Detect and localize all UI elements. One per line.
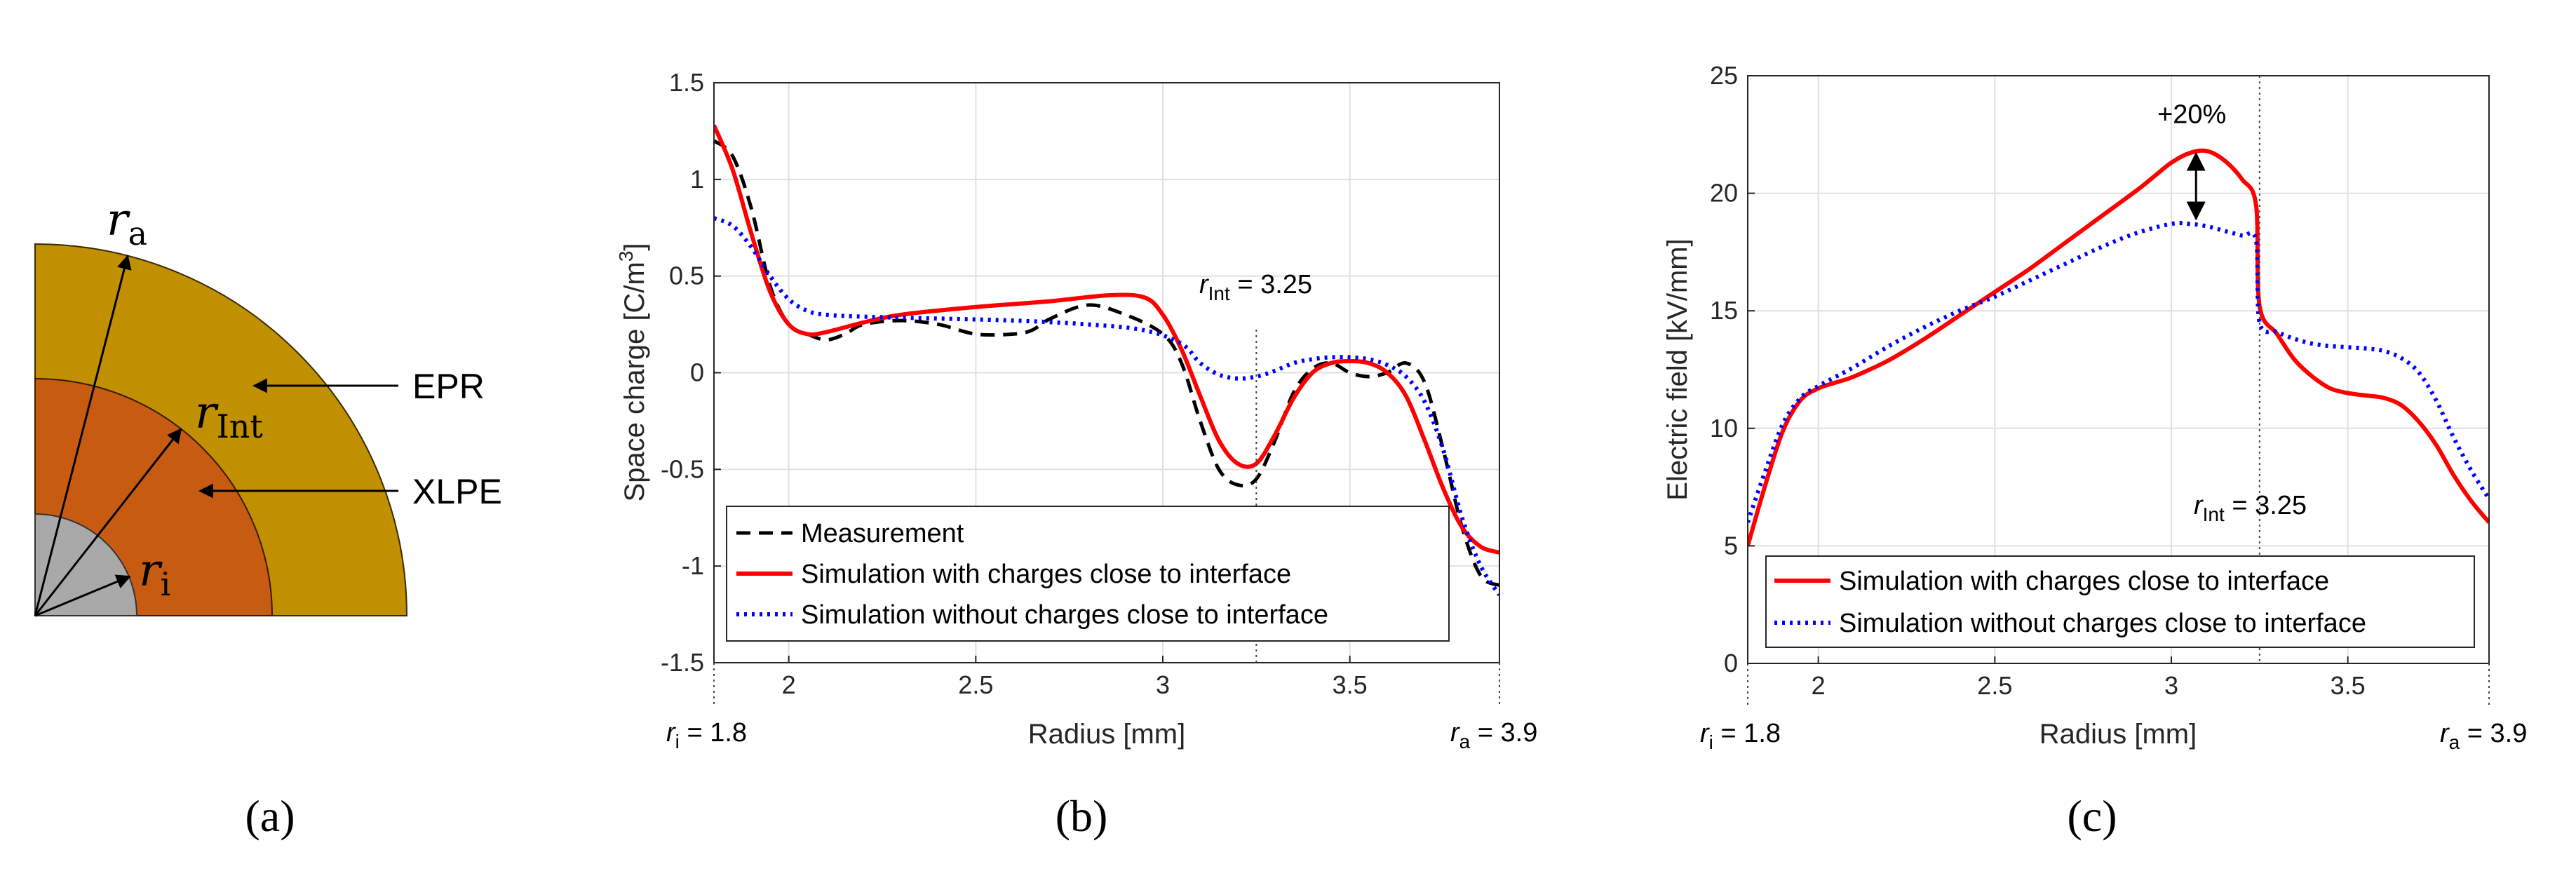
y-tick-label: 0.5 (669, 262, 704, 290)
legend-label-with-charges-b: Simulation with charges close to interfa… (801, 560, 1291, 589)
panel-label-c: (c) (2067, 791, 2117, 841)
annotations-b: ri = 1.8 ra = 3.9 rInt = 3.25 (666, 270, 1537, 752)
x-tick-label: 3.5 (2331, 671, 2366, 700)
series-line-measurement (714, 139, 1499, 588)
legend-box-c (1765, 555, 2475, 648)
inner-radius-label: ri = 1.8 (1700, 719, 1781, 753)
x-axis-label-b: Radius [mm] (1028, 719, 1186, 750)
series-line-with-charges (1748, 148, 2489, 547)
label-r-a: ra (107, 194, 147, 252)
interface-radius-label: rInt = 3.25 (1199, 270, 1312, 304)
y-tick-label: -1.5 (661, 648, 704, 677)
series-line-without-charges (1748, 221, 2489, 523)
x-tick-label: 3 (2164, 671, 2178, 700)
radius-arrow-i (34, 574, 131, 617)
panel-label-b: (b) (1056, 791, 1108, 841)
y-axis-label-c: Electric field [kV/mm] (1662, 238, 1693, 500)
y-axis-label-b: Space charge [C/m3] (615, 243, 650, 501)
electric-field-chart: 2 2.5 3 3.5 0 5 10 15 20 25 Radius [mm] Electric … (1662, 61, 2527, 753)
label-xlpe: XLPE (412, 472, 502, 511)
radius-arrow-a (34, 254, 132, 616)
legend-label-without-charges-b: Simulation without charges close to inte… (801, 600, 1328, 630)
y-tick-label: 20 (1710, 179, 1738, 208)
x-tick-label: 2.5 (958, 670, 993, 699)
series-group-b (714, 124, 1499, 597)
y-tick-label: 15 (1710, 296, 1738, 325)
y-tick-label: 10 (1710, 414, 1738, 443)
cable-schematic: ra rInt ri EPR XLPE (34, 194, 502, 617)
x-axis-label-c: Radius [mm] (2039, 719, 2197, 750)
y-tick-label: 0 (1724, 649, 1738, 677)
y-tick-label: 25 (1710, 61, 1738, 90)
series-group-c (1748, 148, 2489, 547)
space-charge-chart: 2 2.5 3 3.5 -1.5 -1 -0.5 0 0.5 1 1.5 Radius [mm] S… (615, 68, 1537, 752)
tick-labels-b: 2 2.5 3 3.5 -1.5 -1 -0.5 0 0.5 1 1.5 (661, 68, 1368, 699)
legend-c: Simulation with charges close to interfa… (1765, 555, 2475, 648)
axes-box-c (1747, 75, 2490, 664)
interface-radius-label: rInt = 3.25 (2194, 491, 2307, 525)
panel-label-a: (a) (245, 791, 295, 841)
x-tick-label: 3 (1156, 670, 1170, 699)
y-tick-label: -1 (682, 551, 704, 580)
label-r-i: ri (139, 545, 170, 603)
legend-b: Measurement Simulation with charges clos… (726, 506, 1450, 642)
outer-radius-label: ra = 3.9 (2440, 719, 2527, 753)
y-tick-label: 5 (1724, 531, 1738, 560)
x-tick-label: 2 (1812, 671, 1826, 700)
label-epr: EPR (412, 367, 485, 406)
y-tick-label: 1 (690, 165, 704, 194)
x-tick-label: 2 (782, 670, 796, 699)
outer-radius-label: ra = 3.9 (1450, 718, 1537, 752)
x-tick-label: 2.5 (1977, 671, 2012, 700)
y-tick-label: -0.5 (661, 454, 704, 483)
conductor (34, 513, 138, 616)
radius-arrow-int (34, 428, 182, 616)
inner-radius-label: ri = 1.8 (666, 718, 747, 752)
legend-label-without-charges-c: Simulation without charges close to inte… (1839, 609, 2366, 638)
series-line-with-charges (714, 124, 1499, 555)
legend-label-with-charges-c: Simulation with charges close to interfa… (1839, 567, 2329, 596)
y-tick-label: 1.5 (669, 68, 704, 97)
x-tick-label: 3.5 (1333, 670, 1368, 699)
annotations-c: ri = 1.8 ra = 3.9 rInt = 3.25 +20% (1700, 76, 2527, 753)
series-line-without-charges (714, 216, 1499, 597)
label-r-int: rInt (195, 387, 263, 445)
increase-label: +20% (2157, 100, 2226, 129)
tick-labels-c: 2 2.5 3 3.5 0 5 10 15 20 25 (1710, 61, 2366, 700)
legend-label-measurement: Measurement (801, 519, 964, 548)
legend-box-b (726, 506, 1450, 642)
y-tick-label: 0 (690, 358, 704, 387)
